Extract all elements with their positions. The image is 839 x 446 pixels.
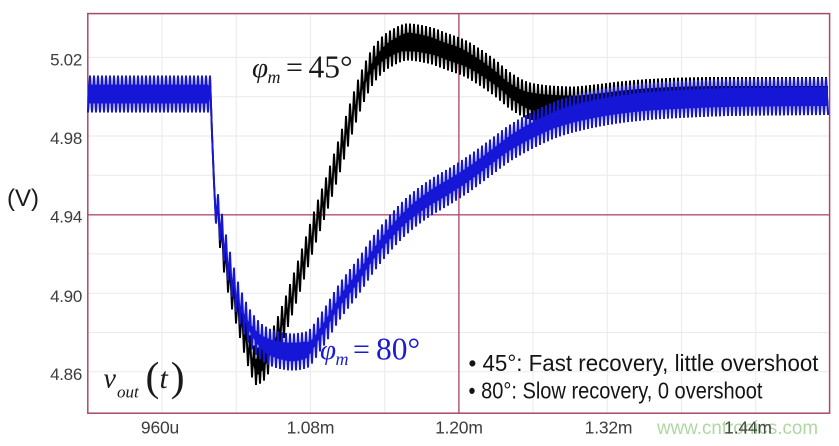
- svg-text:4.86: 4.86: [50, 365, 82, 384]
- svg-text:m: m: [336, 349, 349, 369]
- svg-text:960u: 960u: [141, 418, 179, 438]
- svg-text:• 80°: Slow recovery, 0 oversh: • 80°: Slow recovery, 0 overshoot: [469, 378, 764, 404]
- svg-text:4.94: 4.94: [50, 208, 82, 227]
- svg-text:5.02: 5.02: [50, 50, 82, 69]
- svg-text:www.cntronics.com: www.cntronics.com: [656, 418, 818, 439]
- svg-text:1.32m: 1.32m: [585, 418, 633, 438]
- svg-text:(: (: [146, 354, 160, 401]
- svg-text:(V): (V): [7, 185, 39, 212]
- svg-text:φ: φ: [252, 52, 268, 84]
- svg-text:=: =: [286, 51, 303, 84]
- svg-text:out: out: [117, 383, 140, 402]
- svg-text:1.20m: 1.20m: [435, 418, 483, 438]
- svg-text:φ: φ: [320, 334, 336, 366]
- svg-text:): ): [171, 354, 185, 401]
- svg-text:v: v: [104, 364, 117, 395]
- svg-text:1.08m: 1.08m: [287, 418, 335, 438]
- svg-text:4.90: 4.90: [50, 287, 82, 306]
- svg-text:80°: 80°: [376, 331, 420, 366]
- svg-text:• 45°: Fast recovery, little o: • 45°: Fast recovery, little overshoot: [469, 350, 820, 376]
- svg-text:45°: 45°: [309, 49, 353, 84]
- svg-text:=: =: [353, 333, 370, 366]
- svg-text:1.44m: 1.44m: [724, 418, 772, 438]
- svg-text:m: m: [268, 67, 281, 87]
- svg-text:4.98: 4.98: [50, 129, 82, 148]
- svg-text:t: t: [160, 362, 169, 395]
